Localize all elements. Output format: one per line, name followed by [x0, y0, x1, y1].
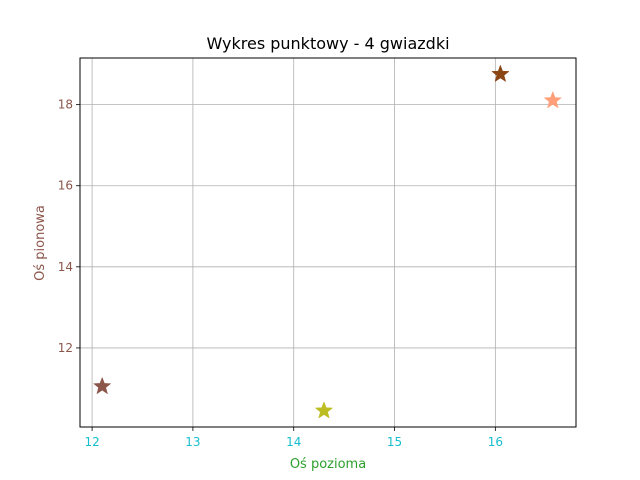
chart-title: Wykres punktowy - 4 gwiazdki — [206, 34, 449, 53]
x-axis: 12 13 14 15 16 — [84, 427, 503, 449]
y-axis-label: Oś pionowa — [33, 205, 48, 281]
star-point — [314, 401, 334, 419]
x-tick-label: 13 — [185, 435, 200, 449]
x-tick-label: 16 — [488, 435, 503, 449]
x-tick-label: 15 — [387, 435, 402, 449]
star-point — [543, 90, 563, 109]
y-tick-label: 16 — [58, 179, 73, 193]
plot-frame — [79, 57, 577, 428]
y-tick-label: 14 — [58, 260, 73, 274]
x-tick-label: 14 — [286, 435, 301, 449]
x-axis-label: Oś pozioma — [290, 457, 366, 472]
x-tick-label: 12 — [84, 435, 99, 449]
star-point — [92, 376, 112, 395]
star-point — [491, 64, 510, 83]
data-points — [92, 64, 563, 419]
y-tick-label: 18 — [58, 98, 73, 112]
y-axis: 12 14 16 18 — [58, 98, 80, 355]
y-tick-label: 12 — [58, 341, 73, 355]
grid — [80, 58, 576, 427]
